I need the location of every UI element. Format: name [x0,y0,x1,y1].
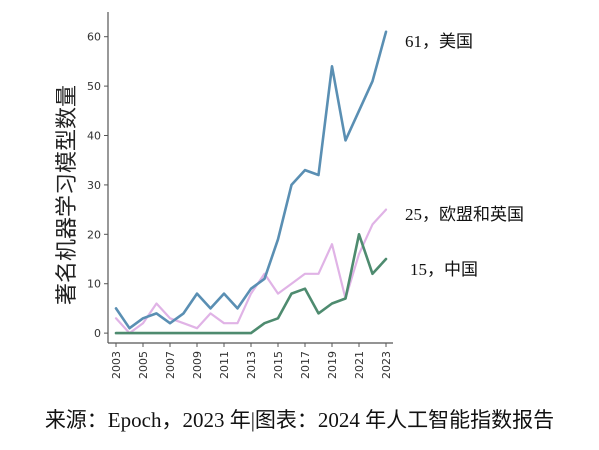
x-tick-label: 2009 [191,351,204,379]
series-line-usa [114,30,388,330]
y-tick-label: 0 [94,327,101,340]
y-tick-label: 50 [87,80,101,93]
x-tick-label: 2011 [218,351,231,379]
series-line-china [114,233,388,335]
y-tick-label: 40 [87,130,101,143]
x-tick-label: 2015 [272,351,285,379]
series-end-label-china: 15，中国 [410,260,478,279]
y-tick-label: 60 [87,31,101,44]
x-tick-label: 2003 [110,351,123,379]
y-axis-label: 著名机器学习模型数量 [55,84,80,306]
y-axis-label-container: 著名机器学习模型数量 [50,65,80,325]
series-line-eu-uk [114,208,388,335]
x-tick-label: 2013 [245,351,258,379]
chart-ticks: 0 10 20 30 40 50 60 2003 2005 2007 2009 2011 2013 201… [87,31,393,379]
x-tick-label: 2005 [137,351,150,379]
chart-lines [114,30,388,335]
x-tick-label: 2017 [299,351,312,379]
y-tick-label: 30 [87,179,101,192]
x-tick-label: 2023 [380,351,393,379]
series-end-label-eu-uk: 25，欧盟和英国 [405,205,524,224]
series-end-label-usa: 61，美国 [405,32,473,51]
y-tick-label: 10 [87,278,101,291]
x-tick-label: 2021 [353,351,366,379]
x-tick-label: 2019 [326,351,339,379]
y-tick-label: 20 [87,228,101,241]
chart-caption: 来源：Epoch，2023 年|图表：2024 年人工智能指数报告 [44,408,555,432]
x-tick-label: 2007 [164,351,177,379]
